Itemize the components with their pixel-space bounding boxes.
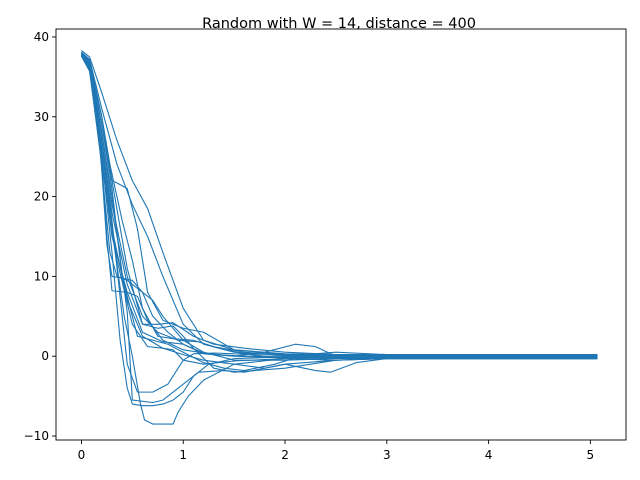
y-tick-label: 40 [34,30,49,44]
series-line-18 [80,55,598,365]
series-layer [80,50,598,425]
y-tick-label: 20 [34,190,49,204]
y-tick-label: 30 [34,110,49,124]
series-line-7 [80,55,598,407]
x-tick-label: 4 [485,448,493,462]
series-line-17 [80,55,598,361]
y-tick-label: 10 [34,269,49,283]
x-tick-label: 2 [281,448,289,462]
series-line-15 [81,51,598,356]
y-tick-label: −10 [24,429,49,443]
series-line-10 [81,53,598,404]
plot-area-frame [55,28,627,441]
x-tick-label: 0 [78,448,86,462]
x-tick-label: 5 [587,448,595,462]
x-tick-label: 3 [383,448,391,462]
y-axis: −10 0 10 20 30 40 [24,30,56,443]
x-tick-label: 1 [179,448,187,462]
y-tick-label: 0 [41,349,49,363]
x-axis: 0 1 2 3 4 5 [78,440,595,462]
series-line-16 [81,53,598,361]
chart-title: Random with W = 14, distance = 400 [202,16,476,32]
